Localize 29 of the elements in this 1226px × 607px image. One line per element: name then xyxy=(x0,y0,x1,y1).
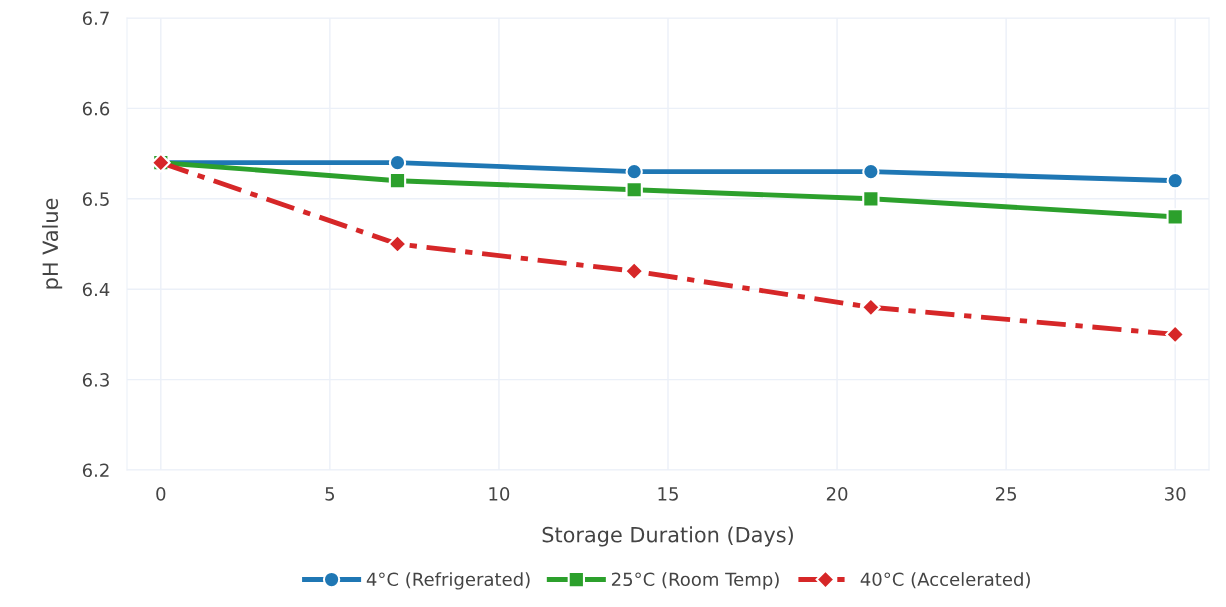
point xyxy=(1166,172,1184,190)
y-tick-label: 6.6 xyxy=(82,101,110,116)
y-tick-label: 6.4 xyxy=(82,282,110,297)
x-tick-label: 0 xyxy=(156,486,166,501)
point xyxy=(862,163,880,181)
y-tick-label: 6.3 xyxy=(82,373,109,387)
y-tick-label: 6.7 xyxy=(82,11,109,26)
point xyxy=(387,234,408,254)
point xyxy=(388,172,407,190)
x-tick-label: 5 xyxy=(325,487,335,501)
point xyxy=(861,297,881,318)
x-axis-title: Storage Duration (Days) xyxy=(542,526,793,547)
legend-label: 40°C (Accelerated) xyxy=(860,572,1030,589)
y-tick-label: 6.5 xyxy=(82,192,109,206)
legend-label: 25°C (Room Temp) xyxy=(611,572,779,590)
point xyxy=(625,163,643,181)
x-tick-label: 15 xyxy=(658,487,678,501)
point xyxy=(625,181,643,199)
point xyxy=(624,261,645,281)
legend-label: 4°C (Refrigerated) xyxy=(366,572,530,590)
point xyxy=(1165,324,1186,345)
x-tick-label: 10 xyxy=(489,486,510,501)
x-tick-label: 25 xyxy=(995,486,1017,501)
x-tick-label: 30 xyxy=(1165,486,1186,501)
x-tick-label: 20 xyxy=(826,486,848,501)
point xyxy=(1166,208,1184,226)
y-axis-title: pH Value xyxy=(42,198,63,289)
point xyxy=(862,190,880,208)
y-tick-label: 6.2 xyxy=(82,463,109,478)
